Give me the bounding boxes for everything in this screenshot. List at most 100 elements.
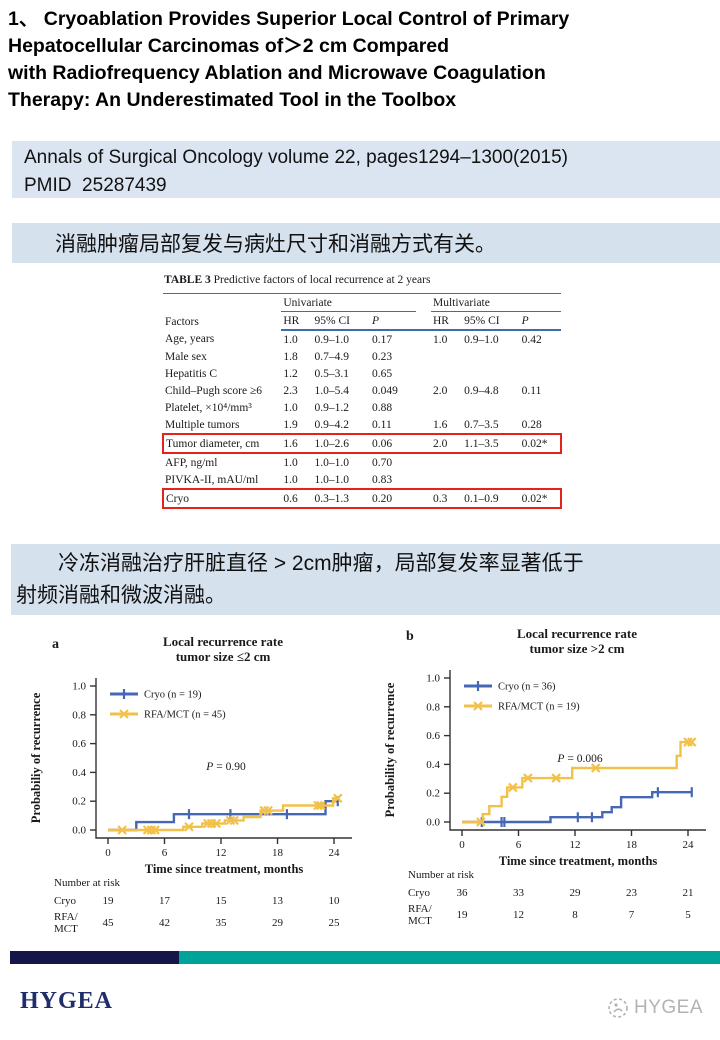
value-cell bbox=[462, 348, 520, 365]
factor-cell: Child–Pugh score ≥6 bbox=[165, 384, 263, 397]
col-header-factors: Factors bbox=[163, 293, 282, 330]
value-cell: 1.0 bbox=[283, 456, 298, 469]
value-cell: 0.11 bbox=[521, 384, 542, 397]
svg-text:25: 25 bbox=[329, 917, 341, 929]
brand-logo-text: HYGEA bbox=[20, 988, 114, 1014]
svg-text:RFA/MCT (n = 45): RFA/MCT (n = 45) bbox=[144, 710, 226, 721]
spacer-cell bbox=[416, 365, 431, 382]
svg-text:Time since treatment, months: Time since treatment, months bbox=[499, 854, 658, 868]
svg-text:45: 45 bbox=[103, 917, 115, 929]
spacer-cell bbox=[415, 488, 431, 509]
svg-text:0.0: 0.0 bbox=[426, 817, 440, 829]
svg-text:1.0: 1.0 bbox=[426, 673, 440, 685]
value-cell: 0.28 bbox=[521, 418, 542, 431]
value-cell: 0.02* bbox=[519, 433, 563, 454]
table-caption-text: Predictive factors of local recurrence a… bbox=[210, 274, 431, 286]
svg-text:MCT: MCT bbox=[408, 915, 432, 927]
spacer-cell bbox=[416, 348, 431, 365]
svg-text:12: 12 bbox=[216, 847, 227, 859]
svg-text:tumor size ≤2 cm: tumor size ≤2 cm bbox=[176, 649, 271, 664]
value-cell: 0.9–1.2 bbox=[314, 401, 349, 414]
journal-table-panel: TABLE 3 Predictive factors of local recu… bbox=[161, 274, 563, 509]
table-caption-label: TABLE 3 bbox=[164, 274, 211, 286]
value-cell bbox=[431, 471, 462, 489]
value-cell bbox=[431, 365, 462, 382]
hygea-watermark-icon bbox=[608, 998, 628, 1018]
factor-cell: Platelet, ×10⁴/mm³ bbox=[165, 401, 252, 414]
table-row-highlighted: Cryo 0.6 0.3–1.3 0.20 0.3 0.1–0.9 0.02* bbox=[161, 488, 563, 509]
value-cell: 0.6 bbox=[281, 488, 313, 509]
svg-text:0.2: 0.2 bbox=[72, 796, 86, 808]
svg-text:0.4: 0.4 bbox=[72, 767, 86, 779]
col-header-ci-uni: 95% CI bbox=[312, 311, 371, 331]
value-cell: 1.2 bbox=[283, 367, 298, 380]
table-row: Hepatitis C 1.2 0.5–3.1 0.65 bbox=[163, 365, 561, 382]
value-cell: 2.0 bbox=[433, 384, 448, 397]
col-header-ci-multi: 95% CI bbox=[462, 311, 520, 331]
value-cell bbox=[462, 471, 520, 489]
value-cell: 1.0 bbox=[283, 473, 298, 486]
spacer-cell bbox=[416, 399, 431, 416]
spacer-cell bbox=[416, 416, 431, 434]
key-point-bar-2: 冷冻消融治疗肝脏直径 > 2cm肿瘤，局部复发率显著低于 射频消融和微波消融。 bbox=[11, 544, 720, 615]
svg-text:Local recurrence rate: Local recurrence rate bbox=[517, 626, 637, 641]
svg-text:1.0: 1.0 bbox=[72, 681, 86, 693]
value-cell: 0.83 bbox=[372, 473, 393, 486]
value-cell: 1.0 bbox=[283, 333, 298, 346]
svg-text:0.6: 0.6 bbox=[72, 738, 86, 750]
svg-text:0.8: 0.8 bbox=[72, 709, 86, 721]
value-cell: 0.9–1.0 bbox=[314, 333, 349, 346]
factor-cell: AFP, ng/ml bbox=[165, 456, 218, 469]
svg-text:10: 10 bbox=[329, 895, 341, 907]
svg-text:Cryo: Cryo bbox=[408, 887, 431, 899]
value-cell: 0.23 bbox=[372, 350, 393, 363]
svg-text:Time since treatment, months: Time since treatment, months bbox=[145, 862, 304, 876]
col-header-p-uni: P bbox=[370, 311, 416, 331]
table-caption: TABLE 3 Predictive factors of local recu… bbox=[164, 274, 562, 286]
spacer-cell bbox=[416, 471, 431, 489]
svg-text:0.2: 0.2 bbox=[426, 788, 440, 800]
value-cell bbox=[462, 453, 520, 471]
footer-accent-bar-teal bbox=[179, 951, 720, 964]
factor-cell: Age, years bbox=[165, 333, 215, 345]
svg-text:0.6: 0.6 bbox=[426, 730, 440, 742]
svg-text:12: 12 bbox=[513, 909, 524, 921]
svg-text:P = 0.90: P = 0.90 bbox=[205, 761, 246, 773]
col-spacer bbox=[415, 311, 431, 331]
factor-cell: PIVKA-II, mAU/ml bbox=[165, 473, 259, 486]
value-cell: 1.0–5.4 bbox=[314, 384, 349, 397]
svg-text:42: 42 bbox=[159, 917, 170, 929]
spacer-cell bbox=[416, 382, 431, 399]
svg-text:15: 15 bbox=[216, 895, 228, 907]
svg-text:RFA/: RFA/ bbox=[54, 911, 79, 923]
svg-text:b: b bbox=[406, 629, 414, 644]
value-cell: 0.3 bbox=[431, 488, 463, 509]
svg-text:19: 19 bbox=[457, 909, 469, 921]
table-row: Platelet, ×10⁴/mm³ 1.0 0.9–1.2 0.88 bbox=[163, 399, 561, 416]
value-cell: 2.0 bbox=[431, 433, 463, 454]
value-cell: 0.42 bbox=[521, 333, 542, 346]
svg-text:29: 29 bbox=[272, 917, 284, 929]
value-cell bbox=[431, 399, 462, 416]
value-cell: 0.06 bbox=[370, 433, 416, 454]
spacer-cell bbox=[416, 453, 431, 471]
svg-text:17: 17 bbox=[159, 895, 171, 907]
col-group-multivariate: Multivariate bbox=[431, 293, 561, 312]
footer-accent-bar-navy bbox=[10, 951, 179, 964]
svg-text:tumor size >2 cm: tumor size >2 cm bbox=[530, 641, 625, 656]
watermark-text: HYGEA bbox=[634, 997, 704, 1018]
value-cell bbox=[520, 365, 561, 382]
svg-text:23: 23 bbox=[626, 887, 638, 899]
svg-text:Probabiliy of recurrence: Probabiliy of recurrence bbox=[29, 692, 43, 823]
table-row: Child–Pugh score ≥6 2.3 1.0–5.4 0.049 2.0 0.9… bbox=[163, 382, 561, 399]
value-cell: 1.1–3.5 bbox=[462, 433, 520, 454]
value-cell: 1.9 bbox=[283, 418, 298, 431]
svg-text:Number at risk: Number at risk bbox=[54, 877, 120, 889]
value-cell: 0.17 bbox=[372, 333, 393, 346]
factor-cell: Male sex bbox=[165, 350, 207, 363]
svg-text:RFA/: RFA/ bbox=[408, 903, 433, 915]
value-cell bbox=[431, 453, 462, 471]
svg-text:6: 6 bbox=[516, 839, 522, 851]
